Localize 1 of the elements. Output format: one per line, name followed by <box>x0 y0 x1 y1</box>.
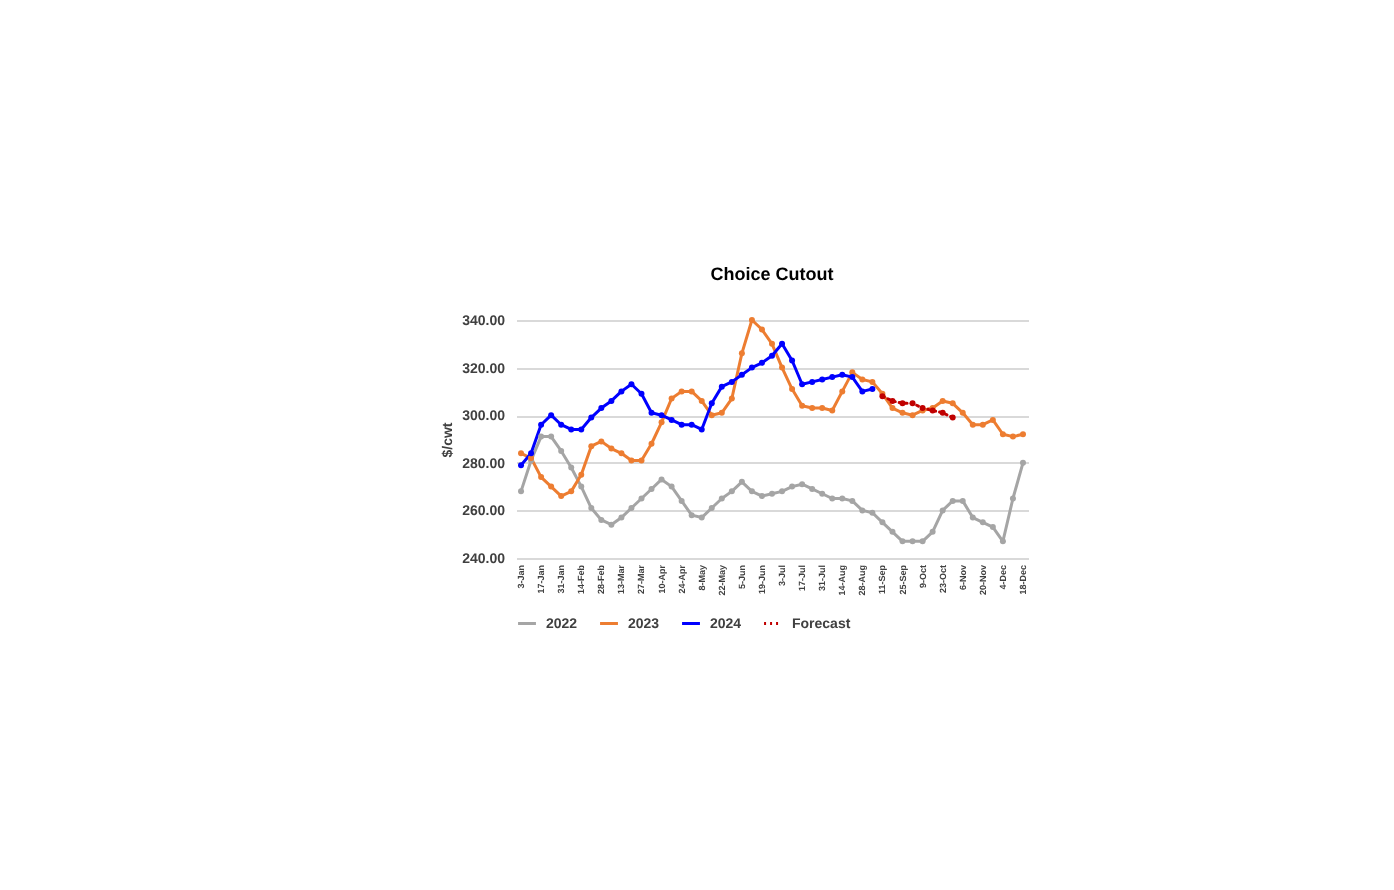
chart-title: Choice Cutout <box>710 264 834 284</box>
